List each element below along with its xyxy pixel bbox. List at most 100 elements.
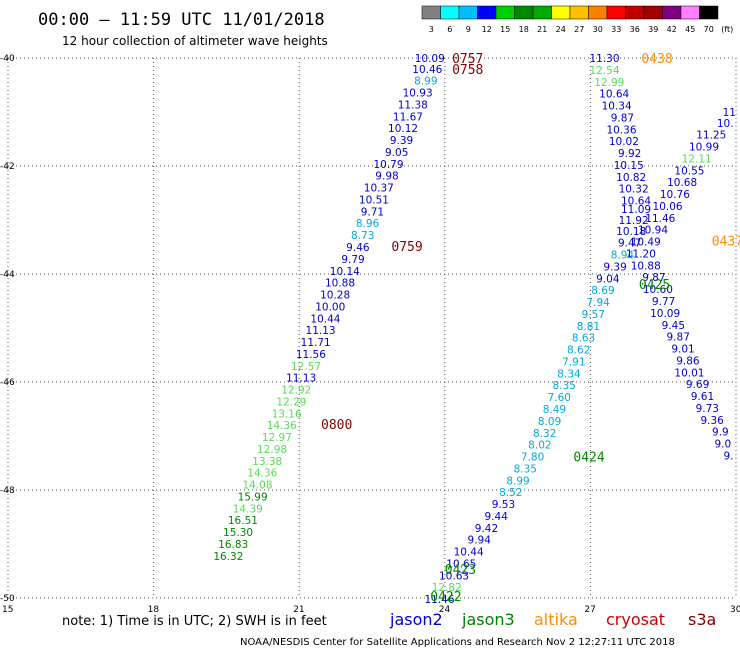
chart-subtitle: 12 hour collection of altimeter wave hei… [62, 34, 328, 48]
wave-height-value: 7.94 [586, 297, 610, 309]
wave-height-value: 10.15 [614, 160, 644, 172]
legend-entry: jason3 [461, 610, 515, 629]
wave-height-value: 8.62 [567, 345, 590, 357]
wave-height-value: 10.32 [619, 184, 649, 196]
header: 00:00 – 11:59 UTC 11/01/2018 12 hour col… [38, 10, 328, 48]
colorbar-swatch [606, 5, 626, 20]
wave-height-value: 10.88 [325, 278, 355, 290]
colorbar-swatch [495, 5, 515, 20]
colorbar-label: 39 [648, 25, 658, 34]
pass-time-label: 0425 [639, 278, 670, 293]
wave-height-value: 9.44 [485, 511, 509, 523]
y-tick-label: -48 [0, 486, 15, 496]
wave-height-value: 8.81 [577, 321, 600, 333]
x-tick-label: 30 [730, 605, 740, 615]
wave-height-value: 9.73 [696, 403, 719, 415]
wave-height-value: 7.60 [548, 392, 571, 404]
wave-height-value: 12.29 [276, 396, 306, 408]
axis-ticks: 15 18 21 24 27 30 -40 -42 -44 -46 -48 -50 [0, 54, 740, 615]
colorbar-label: 24 [556, 25, 566, 34]
wave-height-value: 10.09 [650, 308, 680, 320]
wave-height-value: 10.02 [609, 136, 639, 148]
wave-height-value: 8.35 [552, 380, 575, 392]
wave-height-value: 14.36 [247, 468, 277, 480]
wave-height-value: 9.9 [712, 427, 729, 439]
y-tick-label: -40 [0, 54, 15, 64]
legend-entry: altika [534, 610, 578, 629]
wave-height-value: 9.92 [618, 148, 641, 160]
wave-height-value: 9.45 [662, 320, 685, 332]
wave-height-value: 10.34 [602, 101, 632, 113]
colorbar-label: 6 [447, 25, 452, 34]
wave-height-value: 10.76 [660, 189, 690, 201]
wave-height-value: 11.71 [301, 337, 331, 349]
wave-height-value: 14.08 [242, 480, 272, 492]
wave-height-value: 8.73 [351, 230, 374, 242]
wave-height-value: 11.30 [589, 53, 619, 65]
wave-height-value: 9.87 [611, 112, 634, 124]
colorbar-swatch [551, 5, 571, 20]
wave-height-value: 13.16 [272, 408, 302, 420]
wave-height-value: 12.54 [589, 65, 619, 77]
wave-height-value: 16.83 [218, 539, 248, 551]
colorbar-label: 36 [630, 25, 640, 34]
wave-height-value: 9.79 [341, 254, 364, 266]
footer: note: 1) Time is in UTC; 2) SWH is in fe… [62, 610, 716, 648]
wave-height-value: 9.69 [686, 379, 709, 391]
wave-height-value: 10.79 [373, 159, 403, 171]
wave-height-value: 10.12 [388, 123, 418, 135]
wave-height-value: 9.87 [642, 272, 665, 284]
pass-time-label: 0800 [321, 418, 352, 433]
colorbar-label: 3 [429, 25, 434, 34]
colorbar-label: 42 [667, 25, 677, 34]
pass-time-label: 0422 [430, 590, 461, 605]
wave-height-value: 9.39 [603, 261, 626, 273]
wave-height-value: 9.42 [475, 523, 498, 535]
wave-height-value: 10.51 [359, 194, 389, 206]
colorbar-swatch [477, 5, 497, 20]
wave-height-value: 10.64 [599, 89, 629, 101]
x-tick-label: 27 [584, 605, 595, 615]
wave-height-value: 8.35 [514, 463, 537, 475]
pass-time-label: 0759 [391, 240, 422, 255]
y-tick-label: -42 [0, 162, 15, 172]
wave-height-value: 11.13 [286, 373, 316, 385]
wave-height-value: 10.28 [320, 290, 350, 302]
wave-height-value: 12.11 [682, 153, 712, 165]
x-tick-label: 24 [439, 605, 451, 615]
wave-height-value: 10.37 [364, 183, 394, 195]
wave-height-value: 10.99 [689, 142, 719, 154]
colorbar-label: 70 [704, 25, 714, 34]
wave-height-value: 9.04 [596, 273, 620, 285]
wave-height-value: 16.32 [213, 551, 243, 563]
colorbar-swatch [643, 5, 663, 20]
wave-height-value: 10.68 [667, 177, 697, 189]
wave-height-value: 10.94 [638, 225, 668, 237]
x-tick-label: 15 [2, 605, 13, 615]
colorbar-label: 9 [466, 25, 471, 34]
wave-height-value: 10.18 [616, 226, 646, 238]
colorbar-swatch [588, 5, 608, 20]
y-tick-label: -50 [0, 594, 15, 604]
wave-height-value: 10.55 [674, 165, 704, 177]
colorbar-label: 45 [685, 25, 695, 34]
colorbar-label: (ft) [721, 25, 733, 34]
colorbar-swatch [699, 5, 719, 20]
wave-height-value: 10. [717, 118, 734, 130]
wave-height-value: 9.39 [390, 135, 413, 147]
wave-height-value: 8.49 [543, 404, 566, 416]
wave-height-value: 9. [724, 450, 734, 462]
wave-height-value: 10.14 [330, 266, 360, 278]
wave-height-value: 11.92 [619, 215, 649, 227]
footer-note: note: 1) Time is in UTC; 2) SWH is in fe… [62, 614, 327, 629]
y-tick-label: -44 [0, 270, 15, 280]
colorbar-swatch [440, 5, 460, 20]
colorbar-label: 33 [611, 25, 621, 34]
wave-height-value: 9.86 [676, 355, 700, 367]
wave-height-value: 7.91 [562, 356, 585, 368]
wave-height-value: 12.98 [257, 444, 287, 456]
wave-height-value: 9.0 [714, 439, 731, 451]
wave-height-value: 12.99 [594, 77, 624, 89]
wave-height-value: 10.09 [415, 53, 445, 65]
